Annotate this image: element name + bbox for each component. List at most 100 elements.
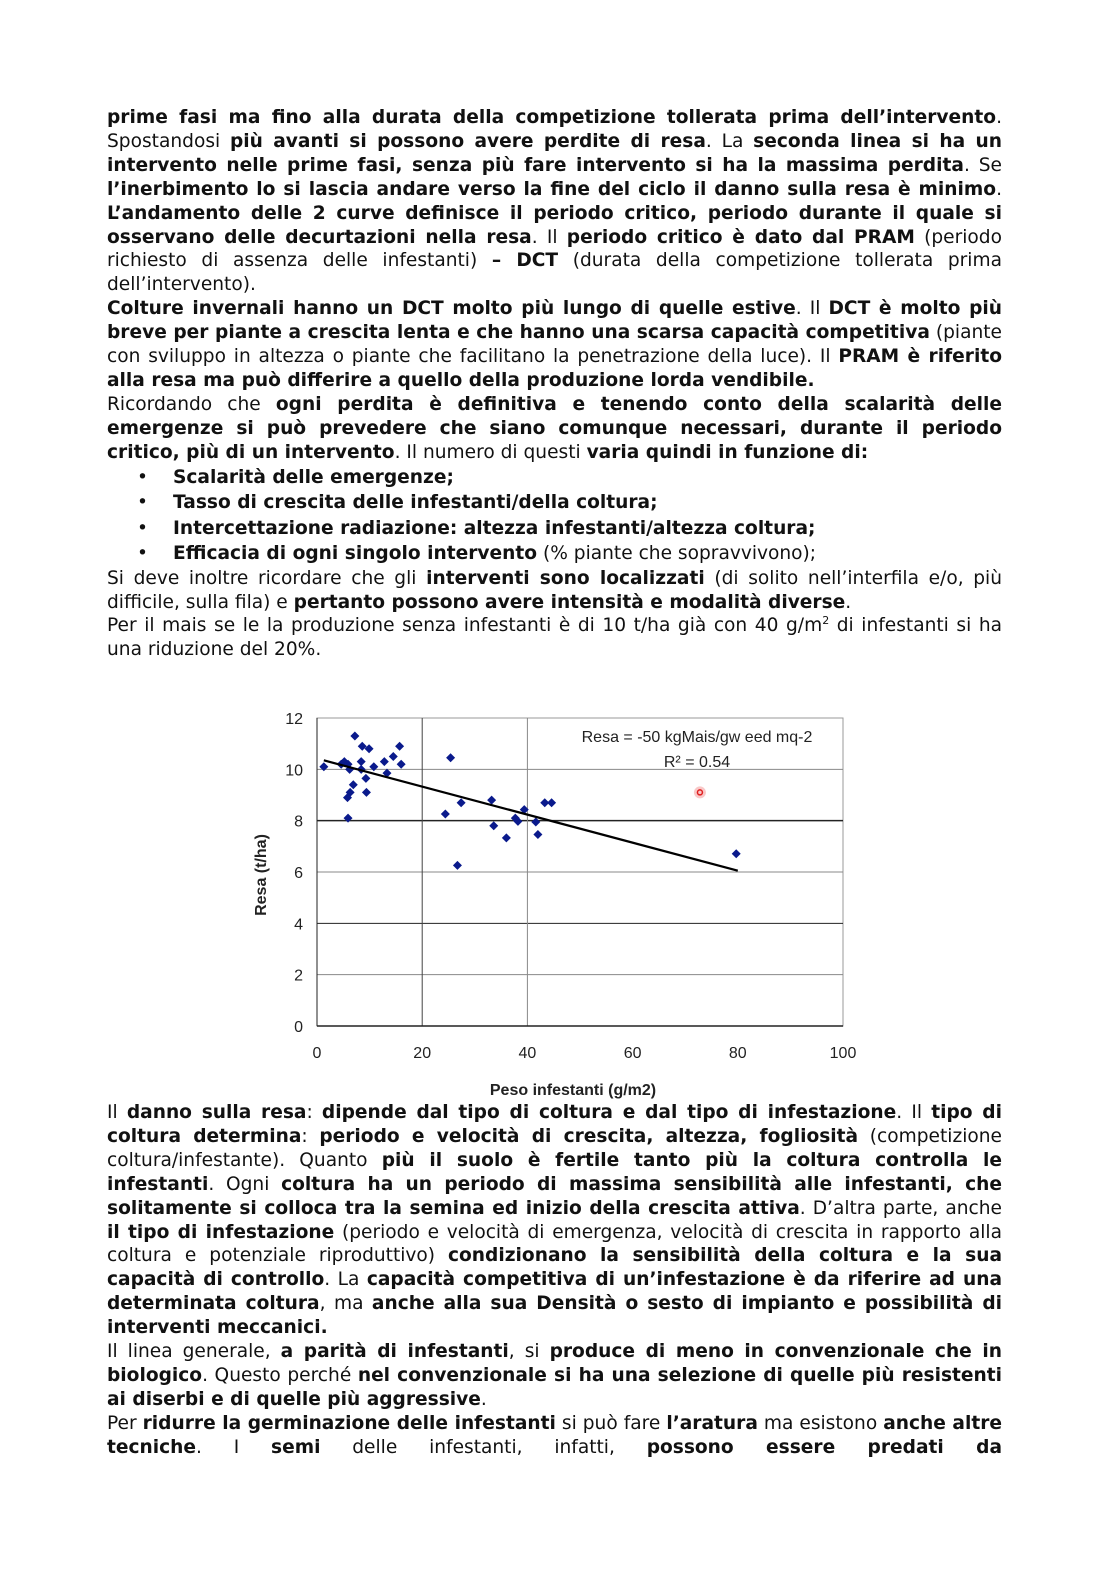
bullet-icon: • [137,517,148,539]
bullet-icon: • [137,466,148,488]
paragraph-group: Il danno sulla resa: dipende dal tipo di… [107,1101,1002,1460]
list-item: • Efficacia di ogni singolo intervento (%… [107,541,1002,567]
bullet-icon: • [137,543,148,565]
bold-text: semi [271,1436,321,1458]
text-run: . Se [963,154,1002,176]
data-point [343,759,353,769]
text-run: Per il mais se le la produzione senza in… [107,615,823,637]
text-run: . [996,178,1002,200]
bold-text: DCT è molto più breve per piante a cresc… [107,298,1002,344]
data-point [339,757,349,767]
bold-text: anche alla sua Densità o sesto di impian… [107,1293,1002,1339]
bold-text: PRAM è riferito alla resa ma può differi… [107,346,1002,391]
highlight-marker-glow [693,786,706,799]
text-section-top: prime fasi ma fino alla durata della com… [107,106,1002,662]
paragraph: Colture invernali hanno un DCT molto più… [107,297,1002,393]
text-run: . Ogni [208,1173,282,1195]
text-run: (% piante che sopravvivono); [537,543,817,565]
text-run: (periodo e velocità di emergenza, veloci… [107,1221,1002,1267]
x-tick-label: 40 [519,1045,537,1062]
bold-text: L’andamento delle 2 curve definisce il p… [107,202,1002,248]
text-run: (periodo richiesto di assenza delle infe… [107,226,1002,272]
bold-text: nel convenzionale si ha una selezione di… [107,1364,1003,1410]
bold-text: più avanti si possono avere perdite di r… [229,130,706,152]
x-axis-label: Peso infestanti (g/m2) [490,1082,656,1099]
data-point [350,731,360,741]
data-point [396,759,406,769]
x-tick-label: 60 [624,1045,642,1062]
bold-text: periodo critico è dato dal PRAM [566,226,915,248]
text-run: . [480,1388,487,1410]
data-point [501,833,511,843]
bold-text: seconda linea si ha un intervento nelle … [107,130,1002,176]
data-point [731,849,741,859]
data-point [487,795,497,805]
data-point [446,753,456,763]
regression-annotation: Resa = -50 kgMais/gw eed mq-2 [582,729,813,746]
paragraph: Il danno sulla resa: dipende dal tipo di… [107,1101,1002,1340]
bold-text: Scalarità delle emergenze; [173,466,454,488]
paragraph-group: Si deve inoltre ricordare che gli interv… [107,567,1002,663]
scatter-chart: 0 2 4 6 8 10 12 0 20 40 60 80 100 Resa = -50 kgMais/g… [253,711,856,1099]
data-point [382,768,392,778]
bold-text: varia quindi in funzione di: [586,441,869,463]
data-point [489,821,499,831]
text-run: . La [324,1269,367,1291]
text-run: (piante con sviluppo in altezza o piante… [107,322,1002,368]
bold-text: produce di meno in convenzionale che in … [107,1341,1002,1386]
text-run: . Il [531,226,567,248]
text-run: di infestanti si ha una riduzione del 20… [107,615,1002,661]
list-item: • Scalarità delle emergenze; [107,465,1002,491]
text-run: 2 [822,614,830,628]
bold-text: il tipo di infestazione [107,1221,335,1243]
data-point [519,805,529,815]
data-point [513,816,523,826]
text-run: Il linea generale, [107,1341,281,1363]
bold-text: tipo di coltura determina [107,1102,1002,1147]
data-point [440,809,450,819]
bold-text: prime fasi ma fino alla durata della com… [107,107,997,128]
y-tick-label: 0 [294,1019,303,1036]
text-run: . Questo perché [202,1364,358,1386]
text-run: delle infestanti, infatti, [320,1436,647,1458]
data-point [379,757,389,767]
bold-text: Colture invernali hanno un DCT molto più… [107,298,796,320]
bold-text: capacità competitiva di un’infestazione … [107,1269,1002,1315]
data-point [345,764,355,774]
y-tick-label: 2 [294,968,303,985]
data-point [361,787,371,797]
paragraph-group: prime fasi ma fino alla durata della com… [107,106,1002,465]
text-run: . Spostandosi [107,107,1002,152]
y-tick-label: 4 [294,916,303,933]
bold-text: più il suolo è fertile tanto più la colt… [107,1149,1002,1195]
regression-annotation: R² = 0.54 [664,754,730,771]
bold-text: possono essere predati da [646,1436,1002,1458]
x-tick-label: 20 [413,1045,431,1062]
data-point [452,860,462,870]
text-section-bottom: Il danno sulla resa: dipende dal tipo di… [107,1101,1002,1460]
bold-text: Tasso di crescita delle infestanti/della… [173,492,658,514]
text-run: : [301,1125,320,1147]
bold-text: coltura ha un periodo di massima sensibi… [107,1173,1002,1219]
bold-text: danno sulla resa [126,1102,307,1123]
y-tick-label: 10 [285,762,303,779]
x-tick-label: 0 [313,1045,322,1062]
data-point [531,817,541,827]
y-tick-label: 8 [294,814,303,831]
data-point [395,741,405,751]
y-axis-label: Resa (t/ha) [253,834,270,916]
paragraph: Il linea generale, a parità di infestant… [107,1340,1002,1412]
text-run: Si deve inoltre ricordare che gli [107,567,427,589]
text-run: . D’altra parte, anche [799,1197,1002,1219]
text-run: . Il numero di questi [394,441,587,463]
text-run: . Il [795,298,829,320]
bullet-list: • Scalarità delle emergenze; • Tasso di cre… [107,465,1002,567]
text-run: (durata della competizione tollerata pri… [107,250,1002,296]
list-item: • Tasso di crescita delle infestanti/dell… [107,490,1002,516]
bold-text: l’aratura [666,1412,758,1434]
trendline [323,759,739,872]
text-run: Ricordando che [107,393,276,415]
bold-text: a parità di infestanti [280,1341,509,1363]
bold-text: ridurre la germinazione delle infestanti [142,1412,556,1434]
bold-text: Intercettazione radiazione: altezza infe… [173,517,816,539]
